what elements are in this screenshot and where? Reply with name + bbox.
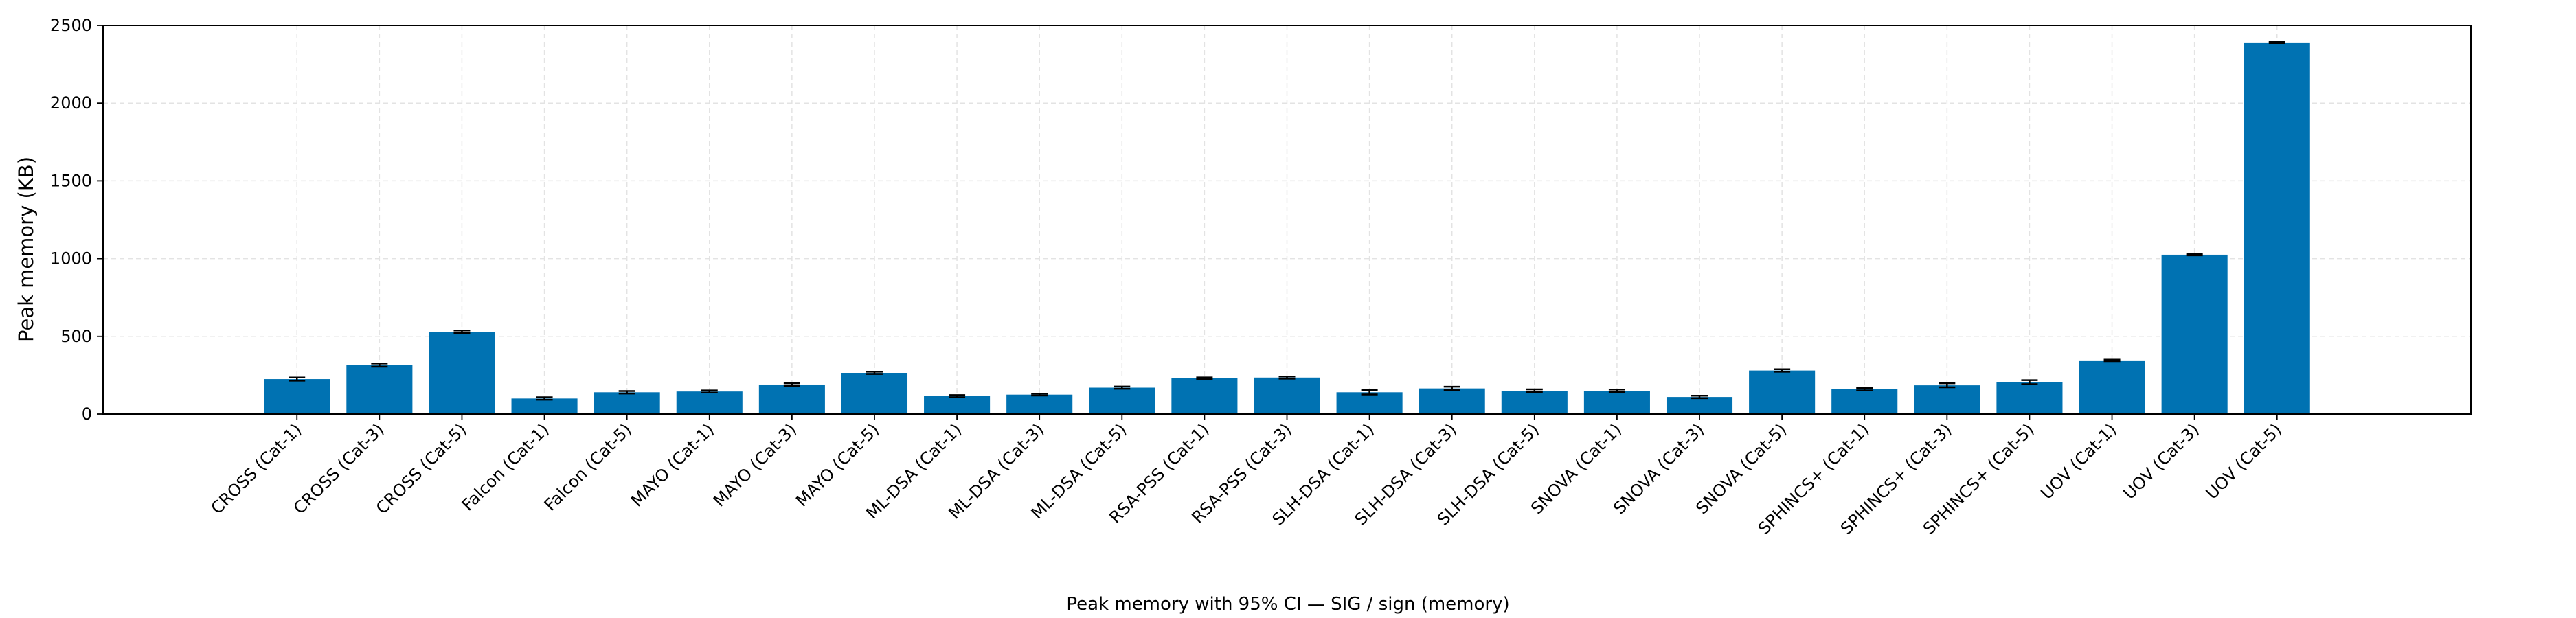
bar (924, 396, 991, 414)
error-bar (1196, 376, 1213, 380)
bar (346, 365, 413, 414)
bar (1419, 388, 1485, 414)
bar (1171, 378, 1238, 414)
error-bar (618, 390, 635, 395)
x-tick-label: Falcon (Cat-5) (541, 420, 635, 514)
error-bar (1608, 388, 1625, 393)
bar (841, 373, 908, 414)
y-tick-label: 2500 (50, 16, 92, 35)
bar (676, 391, 743, 414)
error-bar (2186, 253, 2203, 257)
y-axis-label: Peak memory (KB) (14, 157, 38, 342)
bar (1336, 392, 1403, 414)
error-bar (1278, 375, 1296, 380)
y-tick-label: 1500 (50, 171, 92, 190)
x-tick-labels: CROSS (Cat-1)CROSS (Cat-3)CROSS (Cat-5)F… (207, 420, 2285, 538)
x-tick-label: UOV (Cat-5) (2202, 420, 2285, 503)
bar (1089, 387, 1155, 414)
bar (1749, 370, 1816, 414)
error-bar (1361, 389, 1378, 396)
errorbars-layer (289, 41, 2285, 401)
error-bar (289, 376, 306, 382)
error-bar (453, 329, 471, 334)
bar (1831, 389, 1898, 414)
error-bar (1691, 395, 1708, 400)
x-tick-label: CROSS (Cat-5) (372, 420, 471, 518)
error-bar (1526, 388, 1543, 393)
y-tick-label: 500 (60, 327, 92, 346)
error-bar (371, 363, 388, 368)
x-tick-label: MAYO (Cat-1) (627, 420, 718, 510)
bar (264, 379, 330, 414)
x-tick-label: UOV (Cat-1) (2037, 420, 2120, 503)
axes-layer (97, 25, 2472, 420)
bar (2244, 42, 2310, 415)
bar (1254, 377, 1320, 414)
error-bar (866, 371, 883, 375)
y-tick-label: 0 (82, 404, 92, 424)
error-bar (1443, 385, 1460, 391)
error-bar (1774, 368, 1791, 373)
chart-caption: Peak memory with 95% CI — SIG / sign (me… (1066, 594, 1509, 615)
error-bar (1856, 387, 1873, 391)
error-bar (2021, 379, 2038, 385)
x-tick-label: UOV (Cat-3) (2120, 420, 2203, 503)
bar (511, 398, 578, 414)
bar (1996, 382, 2063, 414)
y-tick-label: 1000 (50, 249, 92, 268)
bar (429, 332, 495, 414)
bar (2161, 254, 2228, 414)
x-tick-label: MAYO (Cat-3) (710, 420, 800, 510)
x-tick-label: Falcon (Cat-1) (458, 420, 553, 514)
x-tick-label: MAYO (Cat-5) (792, 420, 883, 510)
error-bar (949, 394, 966, 398)
error-bar (1031, 393, 1048, 397)
bar (594, 392, 660, 414)
bar (758, 384, 825, 414)
error-bar (536, 396, 553, 401)
bar (1666, 397, 1733, 414)
y-tick-label: 2000 (50, 93, 92, 113)
bar (1501, 391, 1568, 414)
bars-layer (264, 42, 2310, 415)
error-bar (2268, 41, 2285, 45)
error-bar (1114, 385, 1131, 390)
bar (1583, 391, 1650, 414)
y-tick-labels: 0 500 1000 1500 2000 2500 (50, 16, 92, 424)
bar (2079, 360, 2145, 414)
error-bar (701, 389, 718, 394)
error-bar (2103, 358, 2121, 363)
bar (1914, 385, 1980, 414)
error-bar (783, 382, 800, 387)
bar (1006, 394, 1073, 414)
error-bar (1939, 382, 1956, 389)
